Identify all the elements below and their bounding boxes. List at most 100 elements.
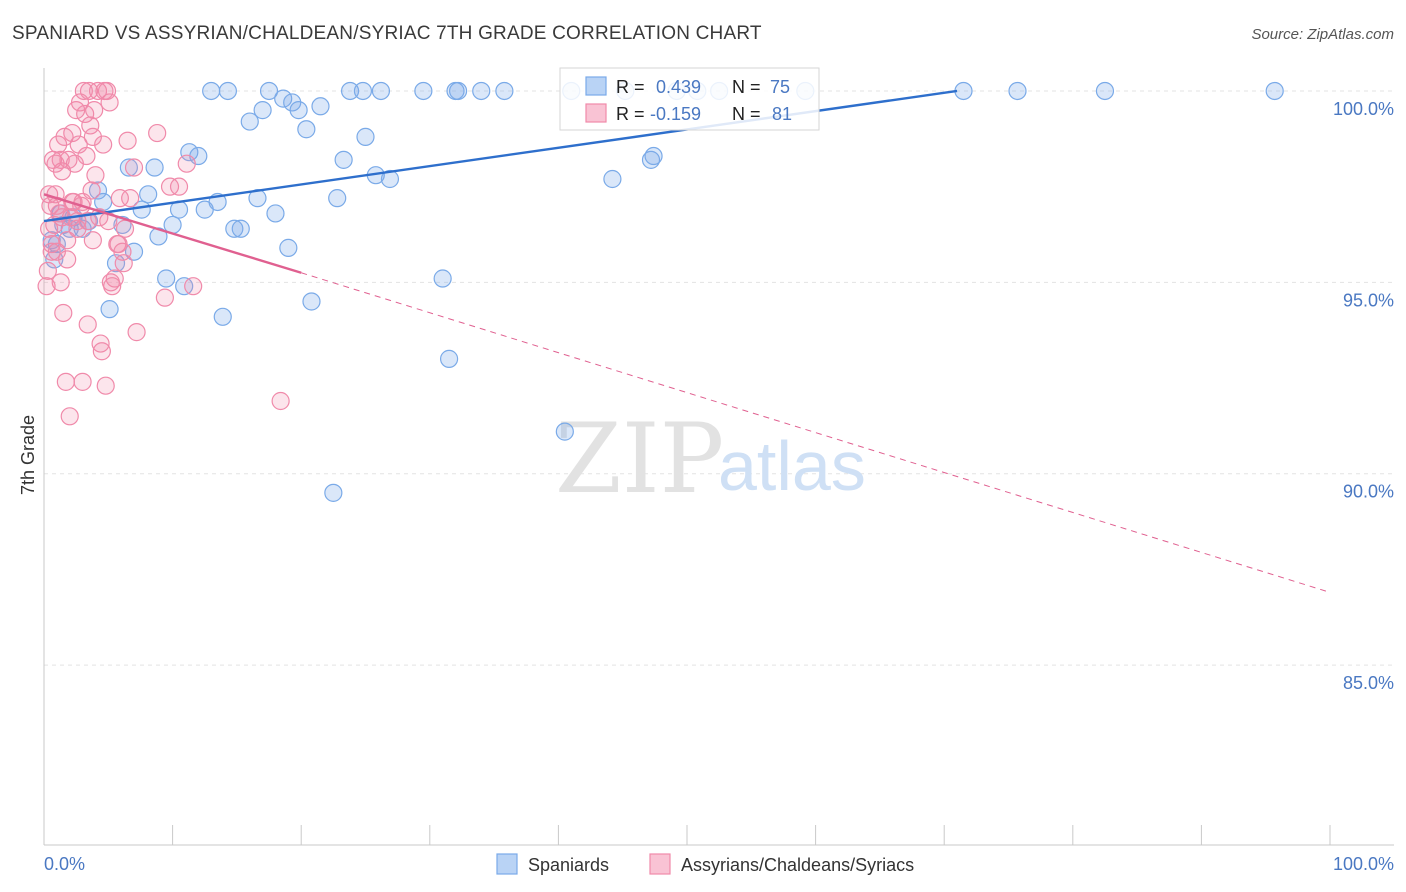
y-tick-label-2: 90.0% bbox=[1343, 482, 1394, 502]
assyrians-point-51 bbox=[110, 189, 129, 208]
y-tick-label-1: 95.0% bbox=[1343, 290, 1394, 310]
spaniards-point-50 bbox=[356, 127, 375, 146]
spaniards-point-58 bbox=[448, 81, 468, 101]
x-tick-label-min: 0.0% bbox=[44, 854, 85, 874]
assyrians-point-44 bbox=[96, 376, 115, 395]
y-tick-labels: 100.0% 95.0% 90.0% 85.0% bbox=[1333, 99, 1394, 693]
spaniards-point-32 bbox=[231, 219, 250, 238]
x-tick-label-max: 100.0% bbox=[1333, 854, 1394, 874]
spaniards-point-29 bbox=[213, 307, 232, 326]
series-assyrians-points bbox=[37, 81, 290, 426]
assyrians-point-65 bbox=[42, 242, 61, 261]
stats-n-value-assyrians: 81 bbox=[772, 104, 792, 124]
stats-r-value-assyrians: -0.159 bbox=[650, 104, 701, 124]
spaniards-point-17 bbox=[139, 185, 158, 204]
axes bbox=[43, 68, 1394, 846]
spaniards-point-18 bbox=[145, 158, 164, 177]
trend-line-spaniards bbox=[43, 89, 958, 223]
assyrians-point-18 bbox=[60, 407, 79, 426]
stats-r-value-spaniards: 0.439 bbox=[656, 77, 701, 97]
legend-item-assyrians[interactable]: Assyrians/Chaldeans/Syriacs bbox=[649, 853, 914, 875]
trend-line-assyrians-solid bbox=[43, 193, 302, 274]
assyrians-point-72 bbox=[78, 212, 97, 231]
assyrians-point-53 bbox=[115, 219, 135, 238]
legend-item-spaniards[interactable]: Spaniards bbox=[496, 853, 609, 875]
assyrians-point-61 bbox=[169, 177, 189, 196]
spaniards-point-36 bbox=[259, 81, 279, 101]
trend-lines bbox=[43, 89, 1331, 593]
spaniards-point-61 bbox=[555, 422, 574, 441]
assyrians-point-29 bbox=[74, 81, 93, 101]
spaniards-point-59 bbox=[472, 81, 491, 101]
spaniards-point-35 bbox=[253, 101, 272, 120]
stats-n-value-spaniards: 75 bbox=[770, 77, 790, 97]
assyrians-point-31 bbox=[77, 146, 96, 166]
spaniards-point-12 bbox=[106, 254, 126, 273]
grid-lines bbox=[44, 90, 1394, 666]
assyrians-point-42 bbox=[94, 135, 113, 154]
spaniards-point-45 bbox=[324, 483, 343, 502]
spaniards-point-73 bbox=[1095, 81, 1115, 101]
assyrians-point-78 bbox=[40, 185, 59, 204]
stats-box: R = 0.439 N = 75 R = -0.159 N = 81 bbox=[559, 67, 820, 131]
assyrians-point-38 bbox=[86, 166, 105, 185]
spaniards-point-60 bbox=[495, 81, 514, 101]
assyrians-point-70 bbox=[68, 219, 87, 238]
assyrians-point-16 bbox=[58, 231, 77, 250]
legend-swatch-spaniards bbox=[496, 853, 518, 875]
spaniards-point-39 bbox=[279, 238, 298, 257]
assyrians-point-73 bbox=[83, 231, 102, 250]
assyrians-point-47 bbox=[100, 93, 119, 112]
y-axis-label: 7th Grade bbox=[18, 415, 38, 495]
y-tick-label-3: 85.0% bbox=[1343, 673, 1394, 693]
assyrians-point-59 bbox=[155, 288, 174, 307]
spaniards-point-20 bbox=[157, 269, 176, 288]
assyrians-point-28 bbox=[73, 372, 92, 391]
assyrians-point-56 bbox=[124, 158, 144, 177]
assyrians-point-63 bbox=[184, 277, 203, 296]
legend-label-spaniards: Spaniards bbox=[528, 855, 609, 875]
stats-n-label-1: N = bbox=[732, 77, 761, 97]
spaniards-point-41 bbox=[289, 101, 308, 120]
stats-r-label-2: R = bbox=[616, 104, 645, 124]
spaniards-point-37 bbox=[266, 204, 285, 223]
y-tick-label-0: 100.0% bbox=[1333, 99, 1394, 119]
spaniards-point-11 bbox=[100, 300, 119, 319]
spaniards-point-9 bbox=[88, 181, 108, 200]
assyrians-point-58 bbox=[148, 123, 167, 143]
spaniards-point-30 bbox=[218, 81, 237, 101]
assyrians-point-34 bbox=[81, 116, 100, 135]
assyrians-point-45 bbox=[97, 81, 117, 101]
spaniards-point-46 bbox=[328, 189, 347, 208]
assyrians-point-57 bbox=[127, 323, 146, 342]
assyrians-point-64 bbox=[271, 391, 290, 411]
assyrians-point-15 bbox=[56, 372, 75, 391]
assyrians-point-55 bbox=[121, 189, 140, 208]
assyrians-point-41 bbox=[92, 342, 111, 361]
spaniards-point-72 bbox=[1008, 81, 1027, 101]
legend-swatch-assyrians bbox=[649, 853, 671, 875]
assyrians-point-75 bbox=[101, 273, 120, 292]
spaniards-point-66 bbox=[644, 146, 663, 166]
assyrians-point-0 bbox=[37, 277, 56, 296]
spaniards-point-43 bbox=[302, 292, 321, 311]
assyrians-point-30 bbox=[76, 104, 95, 124]
spaniards-point-33 bbox=[240, 112, 259, 131]
stats-r-label-1: R = bbox=[616, 77, 645, 97]
assyrians-point-62 bbox=[177, 154, 196, 173]
spaniards-point-47 bbox=[334, 150, 353, 169]
spaniards-point-38 bbox=[274, 89, 293, 108]
spaniards-point-53 bbox=[380, 169, 400, 189]
chart-title: SPANIARD VS ASSYRIAN/CHALDEAN/SYRIAC 7TH… bbox=[12, 23, 762, 44]
assyrians-point-40 bbox=[91, 334, 110, 353]
legend: Spaniards Assyrians/Chaldeans/Syriacs bbox=[496, 853, 914, 875]
assyrians-point-11 bbox=[51, 273, 70, 292]
assyrians-point-37 bbox=[85, 101, 104, 120]
assyrians-point-68 bbox=[58, 250, 77, 269]
watermark-zip: ZIP bbox=[555, 403, 724, 515]
stats-swatch-spaniards bbox=[585, 76, 607, 96]
spaniards-point-52 bbox=[371, 81, 391, 101]
assyrians-point-32 bbox=[78, 315, 97, 334]
spaniards-point-31 bbox=[225, 219, 244, 238]
